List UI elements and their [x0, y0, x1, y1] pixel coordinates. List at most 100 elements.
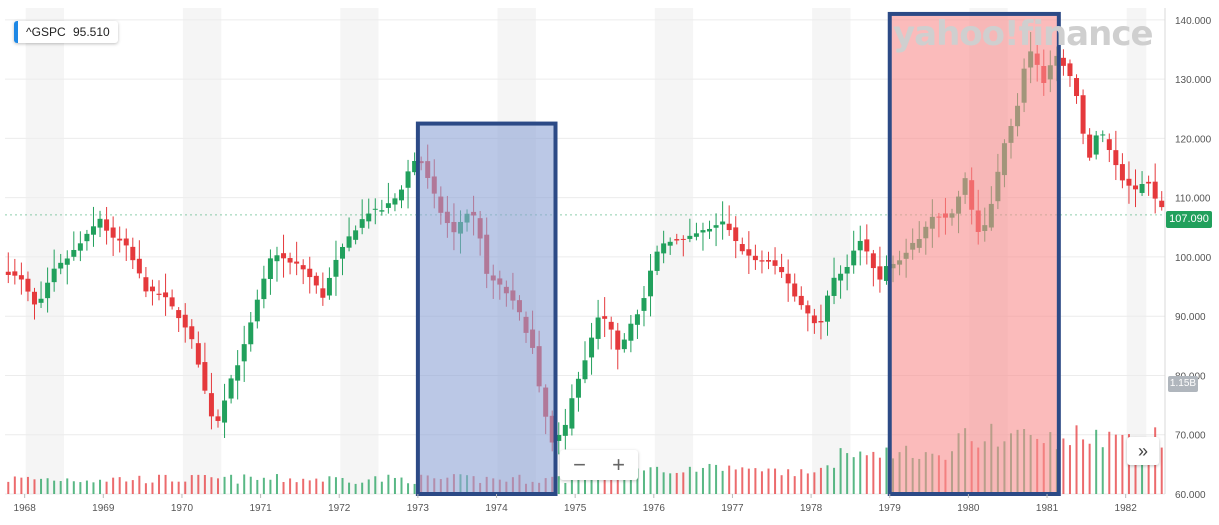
- volume-bar: [249, 476, 252, 494]
- year-band: [812, 8, 851, 494]
- candle-body: [143, 277, 149, 292]
- candle-body: [589, 337, 595, 358]
- candle-body: [235, 365, 241, 381]
- y-tick-label: 110.000: [1175, 194, 1211, 205]
- year-band: [182, 8, 222, 494]
- x-tick-label: 1981: [1036, 503, 1059, 514]
- volume-bar: [85, 480, 88, 494]
- volume-bar: [688, 466, 691, 494]
- ticker-symbol: ^GSPC: [26, 25, 66, 39]
- candle-body: [752, 255, 758, 261]
- volume-bar: [819, 467, 822, 494]
- volume-bar: [1101, 447, 1104, 494]
- candle-body: [693, 233, 699, 237]
- x-tick-label: 1975: [564, 503, 587, 514]
- candle-body: [805, 305, 811, 314]
- candle-body: [877, 266, 883, 280]
- volume-bar: [275, 474, 278, 494]
- candle-body: [1146, 181, 1152, 184]
- candle-body: [700, 230, 706, 233]
- volume-bar: [190, 475, 193, 494]
- volume-bar: [813, 472, 816, 494]
- candle-body: [1100, 134, 1106, 136]
- candle-body: [824, 295, 830, 322]
- watermark-logo: yahoo!finance: [893, 14, 1154, 54]
- volume-bar: [33, 479, 36, 494]
- year-band: [25, 8, 64, 494]
- candle-body: [267, 258, 273, 279]
- volume-bar: [334, 477, 337, 494]
- volume-bar: [701, 467, 704, 494]
- candle-body: [45, 282, 51, 299]
- volume-bar: [216, 478, 219, 494]
- x-tick-label: 1982: [1115, 503, 1138, 514]
- candle-body: [883, 266, 889, 281]
- volume-bar: [184, 481, 187, 494]
- candle-body: [667, 241, 673, 246]
- candle-body: [104, 219, 110, 231]
- series-indicator: [14, 21, 18, 43]
- candle-body: [261, 278, 267, 300]
- volume-bar: [1068, 445, 1071, 494]
- volume-bar: [1121, 434, 1124, 494]
- volume-bar: [164, 474, 167, 494]
- candle-body: [1159, 200, 1165, 208]
- volume-bar: [59, 481, 62, 494]
- candle-body: [582, 360, 588, 380]
- volume-bar: [754, 468, 757, 494]
- volume-bar: [721, 470, 724, 494]
- volume-bar: [734, 469, 737, 494]
- volume-bar: [642, 470, 645, 494]
- candle-body: [1106, 139, 1112, 151]
- candle-body: [307, 268, 313, 278]
- x-tick-label: 1971: [249, 503, 272, 514]
- candle-body: [195, 343, 201, 365]
- volume-bar: [348, 482, 351, 494]
- volume-bar: [269, 479, 272, 494]
- candle-body: [608, 321, 614, 330]
- candle-body: [838, 273, 844, 281]
- candle-body: [575, 378, 581, 398]
- candle-body: [674, 239, 680, 241]
- candle-body: [1113, 150, 1119, 166]
- volume-bar: [289, 478, 292, 494]
- volume-bar: [112, 477, 115, 494]
- candle-body: [379, 210, 385, 212]
- volume-bar: [590, 471, 593, 494]
- candle-body: [51, 268, 57, 283]
- volume-bar: [138, 475, 141, 494]
- candle-body: [340, 246, 346, 259]
- candle-body: [241, 344, 247, 362]
- highlight-box-red: [887, 11, 1061, 497]
- volume-bar: [262, 477, 265, 494]
- x-tick-label: 1973: [407, 503, 430, 514]
- volume-bar: [787, 469, 790, 494]
- volume-bar: [315, 478, 318, 494]
- volume-bar: [669, 473, 672, 494]
- volume-bar: [885, 447, 888, 494]
- volume-bar: [878, 457, 881, 494]
- candle-body: [1139, 184, 1145, 193]
- volume-bar: [846, 453, 849, 494]
- candle-body: [149, 286, 155, 292]
- volume-bar: [328, 476, 331, 494]
- candle-body: [254, 299, 260, 322]
- candle-body: [346, 236, 352, 248]
- zoom-out-button[interactable]: −: [573, 452, 586, 477]
- y-tick-label: 100.000: [1175, 253, 1212, 264]
- candle-body: [739, 244, 745, 252]
- candle-body: [628, 323, 634, 341]
- scroll-forward-button[interactable]: »: [1127, 437, 1159, 465]
- candle-body: [726, 223, 732, 231]
- candle-body: [1093, 135, 1099, 155]
- candle-body: [857, 240, 863, 251]
- candle-body: [766, 260, 772, 262]
- candle-body: [713, 225, 719, 228]
- zoom-in-button[interactable]: +: [612, 452, 625, 477]
- candle-body: [320, 288, 326, 298]
- y-tick-label: 130.000: [1175, 75, 1212, 86]
- x-tick-label: 1970: [171, 503, 194, 514]
- volume-bar: [584, 468, 586, 494]
- x-tick-label: 1974: [485, 503, 508, 514]
